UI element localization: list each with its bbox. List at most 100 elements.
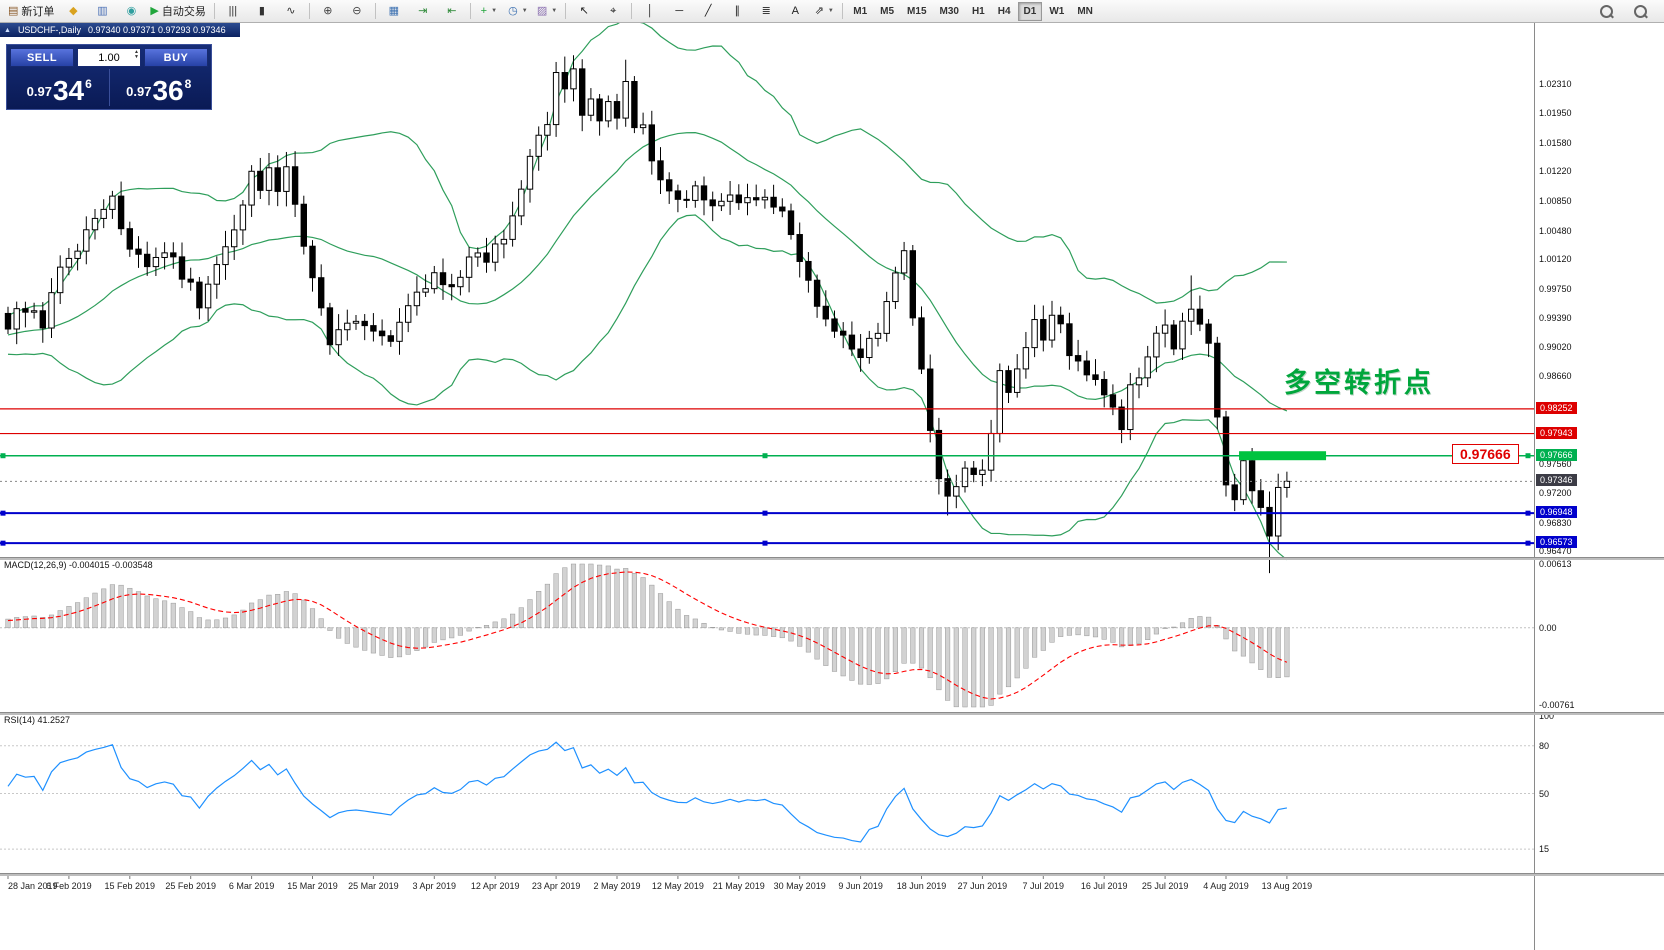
rsi-panel-splitter[interactable] (0, 712, 1664, 715)
line-handle[interactable] (762, 453, 768, 459)
price-level-badge[interactable]: 0.97943 (1536, 426, 1577, 439)
date-label: 15 Feb 2019 (105, 881, 156, 891)
volume-value: 1.00 (98, 51, 120, 64)
timeframe-button-h4[interactable]: H4 (997, 5, 1011, 17)
vertical-line-icon[interactable]: │ (636, 1, 664, 22)
line-handle[interactable] (762, 510, 768, 516)
timeframe-button-m15[interactable]: M15 (907, 5, 927, 17)
date-label: 16 Jul 2019 (1081, 881, 1128, 891)
line-handle[interactable] (0, 453, 6, 459)
candlestick-chart-icon[interactable]: ▮ (248, 1, 276, 22)
cursor-icon: ↖ (579, 4, 589, 17)
timeframe-button-m5[interactable]: M5 (880, 5, 895, 17)
price-level-badge[interactable]: 0.98252 (1536, 401, 1577, 414)
line-handle[interactable] (1525, 510, 1531, 516)
bar-chart-icon[interactable]: ||| (219, 1, 247, 22)
price-level-badge[interactable]: 0.96573 (1536, 536, 1577, 549)
date-label: 9 Jun 2019 (838, 881, 883, 891)
arrows-icon[interactable]: ⇗ ▼ (810, 1, 838, 22)
price-level-badge[interactable]: 0.97666 (1536, 448, 1577, 461)
line-handle[interactable] (1525, 453, 1531, 459)
toolbar-separator (308, 3, 310, 19)
volume-spinner[interactable]: ▲ ▼ (134, 49, 139, 60)
rsi-label: RSI(14) 41.2527 (4, 715, 71, 725)
turning-point-annotation[interactable]: 多空转折点 (1284, 368, 1434, 398)
timeframe-button-h1[interactable]: H1 (971, 5, 985, 17)
search-forward-icon[interactable] (1626, 1, 1654, 22)
axis-tick-label: 0.98660 (1539, 371, 1572, 382)
sell-button[interactable]: SELL (10, 48, 74, 67)
cursor-icon[interactable]: ↖ (570, 1, 598, 22)
new-order-button[interactable]: ▤ 新订单 (4, 1, 58, 22)
timeframe-button-m1[interactable]: M1 (853, 5, 868, 17)
axis-tick-label: 1.01580 (1539, 137, 1572, 148)
date-label: 27 Jun 2019 (958, 881, 1008, 891)
main-toolbar: ▤ 新订单 ◆ ▥ ◉ ▶ 自动交易 ||| ▮ ∿ ⊕ ⊖ ▦ ⇥ ⇤ + ▼ ◷ ▼ ▨ ▼ ↖ ⌖ │ ─ ╱ ∥ ≣ A ⇗ ▼ M1… (0, 0, 1664, 23)
green-highlight-segment[interactable] (1239, 451, 1327, 461)
navigator-icon[interactable]: ◉ (117, 1, 145, 22)
zoom-in-icon[interactable]: ⊕ (314, 1, 342, 22)
timeframe-button-mn[interactable]: MN (1077, 5, 1093, 17)
periods-icon: ◷ (508, 4, 518, 17)
time-axis-line (0, 873, 1664, 876)
zoom-out-icon[interactable]: ⊖ (343, 1, 371, 22)
chart-window[interactable]: 28 Jan 2019 6 Feb 2019 15 Feb 2019 25 Feb 2… (0, 23, 1664, 950)
timeframe-button-d1[interactable]: D1 (1017, 1, 1043, 21)
line-handle[interactable] (762, 540, 768, 546)
macd-panel-splitter[interactable] (0, 557, 1664, 560)
buy-button[interactable]: BUY (144, 48, 208, 67)
autotrading-button[interactable]: ▶ 自动交易 (146, 1, 209, 22)
horizontal-line-icon[interactable]: ─ (665, 1, 693, 22)
date-label: 25 Mar 2019 (348, 881, 399, 891)
volume-input[interactable]: 1.00 ▲ ▼ (77, 48, 141, 67)
timeframe-button-m30[interactable]: M30 (939, 5, 959, 17)
search-back-icon[interactable] (1592, 1, 1620, 22)
data-window-icon[interactable]: ▥ (88, 1, 116, 22)
data-window-icon: ▥ (97, 4, 108, 17)
indicators-icon[interactable]: + ▼ (475, 1, 503, 22)
toolbar-separator (842, 3, 844, 19)
channel-icon[interactable]: ∥ (723, 1, 751, 22)
tile-windows-icon[interactable]: ▦ (380, 1, 408, 22)
rsi-panel (0, 741, 1534, 850)
horizontal-level-lines[interactable] (0, 408, 1534, 546)
price-axis[interactable]: 1.02310 1.01950 1.01580 1.01220 1.00850 1.004… (1535, 23, 1664, 950)
vertical-line-icon: │ (646, 4, 654, 17)
price-axis-separator (1534, 23, 1535, 950)
price-callout-box[interactable]: 0.97666 (1452, 444, 1519, 464)
autotrading-button: ▶ (150, 4, 159, 17)
text-icon: A (791, 4, 799, 17)
timeframe-button-w1[interactable]: W1 (1049, 5, 1065, 17)
axis-tick-label: 0.00 (1539, 622, 1557, 633)
price-level-badge[interactable]: 0.96948 (1536, 506, 1577, 519)
fibonacci-icon[interactable]: ≣ (752, 1, 780, 22)
line-handle[interactable] (0, 540, 6, 546)
sell-price[interactable]: 0.97 34 6 (10, 69, 110, 106)
price-level-badge[interactable]: 0.97346 (1536, 474, 1577, 487)
periods-icon[interactable]: ◷ ▼ (504, 1, 532, 22)
market-watch-icon[interactable]: ◆ (59, 1, 87, 22)
search-forward-icon (1633, 4, 1647, 18)
chart-shift-icon[interactable]: ⇤ (438, 1, 466, 22)
collapse-one-click-icon[interactable]: ▲ (4, 26, 11, 34)
bollinger-bands (7, 23, 1288, 561)
templates-icon-caret: ▼ (551, 8, 558, 14)
line-handle[interactable] (1525, 540, 1531, 546)
date-label: 28 Jan 2019 (8, 881, 58, 891)
axis-tick-label: 1.00480 (1539, 225, 1572, 236)
axis-tick-label: 50 (1539, 788, 1550, 799)
auto-scroll-icon[interactable]: ⇥ (409, 1, 437, 22)
text-icon[interactable]: A (781, 1, 809, 22)
axis-tick-label: 0.99390 (1539, 312, 1572, 323)
trendline-icon[interactable]: ╱ (694, 1, 722, 22)
line-handle[interactable] (0, 510, 6, 516)
date-label: 30 May 2019 (774, 881, 826, 891)
templates-icon[interactable]: ▨ ▼ (533, 1, 561, 22)
bar-chart-icon: ||| (228, 4, 238, 17)
crosshair-icon[interactable]: ⌖ (599, 1, 627, 22)
line-chart-icon[interactable]: ∿ (277, 1, 305, 22)
indicators-icon-caret: ▼ (491, 8, 498, 14)
buy-price[interactable]: 0.97 36 8 (126, 75, 192, 106)
